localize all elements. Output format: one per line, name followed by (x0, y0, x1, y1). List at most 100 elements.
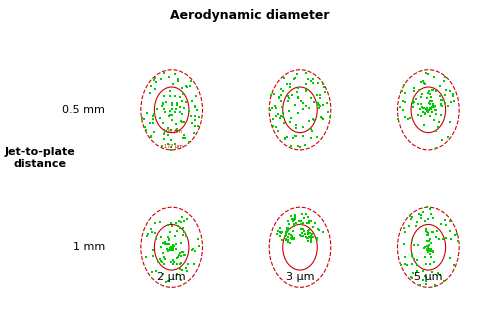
Point (412, 97, 420, 102)
Point (161, 241, 169, 246)
Point (186, 83, 194, 88)
Point (149, 117, 157, 122)
Point (307, 234, 315, 239)
Point (174, 252, 182, 258)
Point (158, 77, 166, 82)
Point (406, 216, 414, 221)
Point (164, 133, 172, 138)
Text: 3 μm: 3 μm (286, 272, 314, 282)
Point (150, 76, 158, 81)
Point (176, 226, 184, 231)
Point (437, 97, 445, 102)
Point (177, 220, 185, 225)
Point (298, 227, 306, 232)
Point (276, 114, 284, 119)
Point (308, 117, 316, 122)
Text: Jet-to-plate
distance: Jet-to-plate distance (5, 147, 76, 169)
Point (282, 227, 290, 232)
Point (283, 228, 291, 233)
Point (192, 248, 200, 253)
Point (284, 239, 292, 244)
Point (446, 228, 454, 233)
Point (408, 238, 416, 243)
Point (270, 92, 278, 97)
Point (442, 222, 450, 227)
Point (288, 233, 296, 238)
Point (313, 238, 321, 243)
Point (313, 236, 321, 241)
Point (160, 131, 168, 136)
Point (429, 229, 437, 234)
Point (307, 218, 315, 223)
Point (426, 248, 434, 253)
Text: 1 mm: 1 mm (73, 242, 105, 252)
Point (302, 234, 310, 240)
Point (287, 115, 295, 120)
Point (288, 216, 296, 222)
Point (282, 237, 290, 242)
Point (437, 103, 445, 108)
Point (305, 234, 313, 239)
Point (168, 103, 176, 108)
Point (414, 112, 422, 118)
Point (430, 104, 438, 109)
Point (190, 104, 198, 109)
Point (314, 226, 322, 231)
Point (292, 72, 300, 77)
Point (183, 216, 191, 222)
Point (323, 100, 331, 105)
Point (428, 104, 436, 109)
Point (425, 242, 433, 247)
Point (428, 87, 436, 92)
Point (277, 86, 285, 91)
Point (308, 95, 316, 100)
Point (272, 232, 280, 237)
Point (300, 232, 308, 237)
Point (449, 94, 457, 99)
Point (287, 213, 295, 218)
Point (274, 129, 282, 134)
Point (190, 261, 198, 266)
Point (432, 112, 440, 117)
Point (424, 110, 432, 115)
Point (188, 120, 196, 125)
Point (280, 76, 288, 81)
Point (158, 103, 166, 108)
Point (298, 211, 306, 216)
Point (401, 114, 409, 119)
Point (425, 88, 433, 93)
Point (170, 82, 177, 87)
Point (427, 240, 435, 245)
Point (423, 244, 431, 249)
Point (306, 118, 314, 124)
Point (422, 226, 430, 231)
Point (174, 76, 182, 82)
Point (150, 86, 158, 91)
Point (182, 83, 190, 88)
Point (420, 122, 428, 127)
Point (401, 100, 409, 105)
Point (410, 100, 418, 105)
Point (309, 80, 317, 85)
Point (190, 105, 198, 110)
Point (280, 120, 288, 125)
Point (169, 245, 177, 250)
Point (294, 110, 302, 115)
Point (302, 81, 310, 86)
Point (420, 106, 428, 111)
Point (326, 115, 334, 120)
Point (192, 93, 200, 98)
Point (174, 218, 182, 223)
Point (409, 270, 417, 276)
Point (192, 124, 200, 129)
Point (284, 232, 292, 237)
Point (406, 115, 414, 120)
Point (150, 111, 158, 116)
Point (176, 95, 184, 100)
Point (286, 82, 294, 87)
Point (298, 219, 306, 224)
Point (168, 248, 175, 253)
Point (179, 250, 187, 255)
Point (430, 105, 438, 110)
Point (431, 283, 439, 288)
